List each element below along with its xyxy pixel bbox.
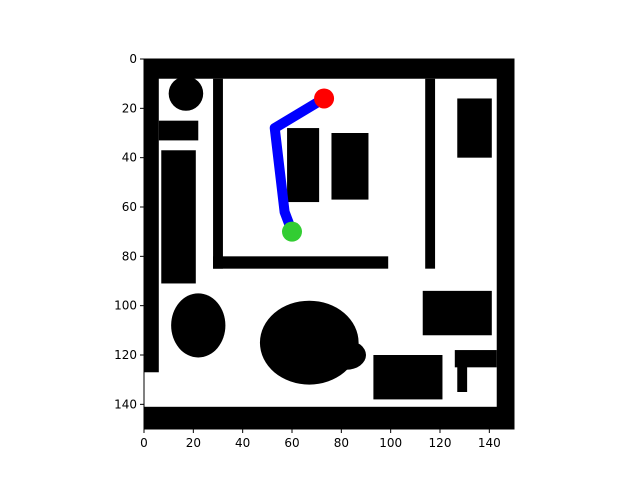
x-tick-label: 100 [379, 436, 402, 450]
obstacle-block [457, 98, 492, 158]
x-tick-label: 120 [429, 436, 452, 450]
x-tick-label: 140 [478, 436, 501, 450]
obstacle-block [161, 150, 196, 284]
x-tick-label: 60 [284, 436, 299, 450]
x-tick-label: 20 [186, 436, 201, 450]
y-tick-label: 20 [122, 101, 137, 115]
obstacle-block [457, 362, 468, 392]
obstacle-block [373, 355, 443, 400]
y-tick-label: 140 [114, 397, 137, 411]
y-tick-label: 120 [114, 348, 137, 362]
plot-frame [143, 58, 515, 430]
x-tick-label: 40 [235, 436, 250, 450]
planned-path-line [269, 94, 327, 234]
obstacle-block [331, 133, 369, 200]
obstacle-block [213, 256, 389, 269]
obstacle-block [422, 290, 492, 336]
y-tick-label: 60 [122, 200, 137, 214]
obstacle-block [496, 59, 514, 429]
obstacle-blob [168, 76, 204, 111]
y-tick-label: 100 [114, 299, 137, 313]
y-tick-label: 80 [122, 249, 137, 263]
obstacle-block [144, 59, 514, 79]
marker-layer [282, 88, 335, 242]
y-tick-label: 40 [122, 151, 137, 165]
obstacle-block [144, 406, 514, 429]
obstacle-blob [326, 340, 366, 370]
obstacle-blob [171, 293, 226, 358]
obstacle-block [213, 78, 223, 269]
path-layer [269, 94, 327, 234]
goal-marker [314, 88, 335, 109]
obstacle-block [158, 120, 199, 141]
obstacle-layer [144, 59, 514, 429]
x-tick-label: 80 [334, 436, 349, 450]
obstacle-block [425, 78, 436, 269]
x-tick-label: 0 [140, 436, 148, 450]
y-axis: 0 20 40 60 80 100 120 140 [114, 52, 144, 411]
x-axis: 0 20 40 60 80 100 120 140 [140, 429, 501, 450]
start-marker [282, 221, 302, 242]
obstacle-block [144, 59, 159, 373]
obstacle-block [287, 128, 320, 203]
y-tick-label: 0 [129, 52, 137, 66]
